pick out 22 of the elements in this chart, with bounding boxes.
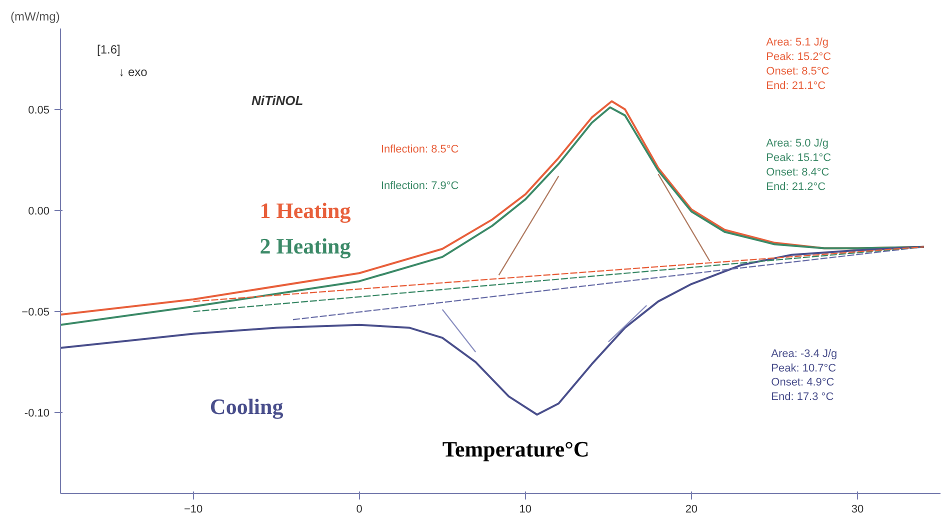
- y-tick-label: 0.00: [28, 205, 50, 218]
- text: 1 Heating: [260, 198, 351, 223]
- annotation: ↓ exo: [118, 64, 148, 79]
- annotation: Area: 5.0 J/g Peak: 15.1°C Onset: 8.4°C End: 21.2°C: [766, 138, 832, 193]
- annotation: [1.6]: [97, 42, 120, 57]
- annotation: Area: 5.1 J/g Peak: 15.2°C Onset: 8.5°C End: 21.1°C: [766, 36, 832, 92]
- x-tick-label: −10: [184, 504, 203, 516]
- annotation: Area: -3.4 J/g Peak: 10.7°C Onset: 4.9°C End: 17.3 °C: [771, 348, 838, 404]
- x-tick-label: 30: [851, 504, 864, 516]
- annotation: NiTiNOL: [251, 93, 304, 108]
- x-tick-label: 20: [685, 504, 698, 516]
- x-axis-title: Temperature°C: [442, 436, 590, 462]
- x-tick-label: 0: [356, 504, 362, 516]
- y-tick-label: −0.05: [22, 306, 50, 319]
- annotation: Inflection: 7.9°C: [380, 180, 459, 192]
- y-tick-label: 0.05: [28, 104, 50, 116]
- text: Cooling: [210, 394, 284, 420]
- y-axis-title: (mW/mg): [10, 10, 60, 24]
- y-tick-label: -0.10: [24, 408, 50, 420]
- annotation: Inflection: 8.5°C: [380, 144, 459, 156]
- x-tick-label: 10: [519, 504, 532, 516]
- series-label: 2 Heating: [260, 233, 351, 258]
